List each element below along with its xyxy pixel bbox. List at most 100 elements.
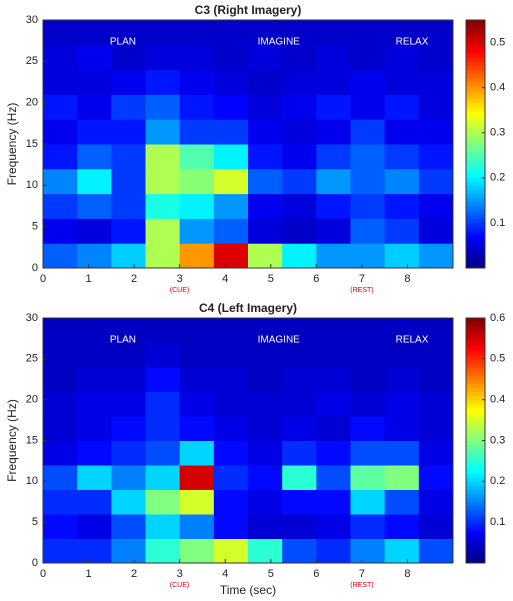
heat-cell <box>418 69 454 95</box>
y-tick-label: 30 <box>26 312 38 324</box>
colorbar-swatch <box>466 485 485 490</box>
heat-cell <box>350 440 386 466</box>
heat-cell <box>282 20 317 46</box>
heat-cell <box>111 243 146 269</box>
colorbar-frame <box>465 19 486 269</box>
heat-cell <box>43 465 78 490</box>
heat-cell <box>77 342 112 368</box>
heat-cell <box>213 193 249 219</box>
x-tick-label: 5 <box>268 273 274 285</box>
heat-cell <box>77 94 112 120</box>
heat-cell <box>248 342 283 368</box>
heat-cell <box>43 144 78 170</box>
heat-cell <box>145 514 181 539</box>
colorbar-swatch <box>466 424 485 429</box>
heat-cell <box>248 168 283 195</box>
heat-cell <box>145 440 181 466</box>
colorbar-swatch <box>466 259 485 265</box>
heat-cell <box>77 144 112 170</box>
heat-cell <box>282 465 317 490</box>
heat-cell <box>179 94 215 120</box>
colorbar-swatch <box>466 334 485 339</box>
heat-cell <box>282 367 317 392</box>
colorbar-swatch <box>466 538 485 544</box>
colorbar-swatch <box>466 444 485 450</box>
colorbar-swatch <box>466 354 485 360</box>
heat-cell <box>111 94 146 120</box>
heat-cell <box>282 218 317 244</box>
heat-cell <box>145 465 181 490</box>
colorbar-swatch <box>466 338 485 343</box>
colorbar-swatch <box>466 20 485 25</box>
heat-cell <box>350 416 386 441</box>
heat-cell <box>77 465 112 490</box>
heat-cell <box>213 218 249 244</box>
colorbar-swatch <box>466 247 485 252</box>
heat-cell <box>179 538 215 564</box>
x-tick-label: 4 <box>222 273 228 285</box>
colorbar-swatch <box>466 82 485 87</box>
heat-cell <box>77 489 112 515</box>
heat-cell <box>248 489 283 515</box>
x-tick-label: 7 <box>359 568 365 580</box>
colorbar-tick-label: 0.5 <box>490 353 505 365</box>
colorbar-swatch <box>466 358 485 364</box>
colorbar-swatch <box>466 420 485 425</box>
heat-cell <box>248 416 283 441</box>
heat-cell <box>384 168 420 195</box>
heat-cell <box>213 168 249 195</box>
colorbar-swatch <box>466 226 485 232</box>
heat-cell <box>213 94 249 120</box>
heat-cell <box>316 119 351 145</box>
x-tick-label: 3 <box>177 273 183 285</box>
colorbar-swatch <box>466 318 485 323</box>
heat-cell <box>213 20 249 46</box>
heat-cell <box>77 168 112 195</box>
heat-cell <box>111 20 146 46</box>
colorbar-swatch <box>466 148 485 153</box>
heat-cell <box>43 514 78 539</box>
heat-cell <box>145 243 181 269</box>
heat-cell <box>418 44 454 71</box>
colorbar-swatch <box>466 77 485 83</box>
heat-cell <box>213 440 249 466</box>
colorbar-swatch <box>466 448 485 454</box>
phase-label: IMAGINE <box>258 37 301 48</box>
heat-cell <box>316 168 351 195</box>
colorbar-swatch <box>466 48 485 54</box>
heat-cell <box>179 20 215 46</box>
colorbar-swatch <box>466 234 485 240</box>
y-axis-label: Frequency (Hz) <box>5 103 19 186</box>
heat-cell <box>418 538 454 564</box>
colorbar-swatch <box>466 102 485 108</box>
x-tick-label: 4 <box>222 568 228 580</box>
y-tick-label: 5 <box>32 221 38 233</box>
colorbar-swatch <box>466 346 485 352</box>
heat-cell <box>418 20 454 46</box>
colorbar-swatch <box>466 542 485 548</box>
colorbar-swatch <box>466 469 485 474</box>
x-tick-label: 1 <box>85 568 91 580</box>
colorbar-swatch <box>466 554 485 560</box>
heat-cell <box>418 318 454 343</box>
colorbar-swatch <box>466 94 485 100</box>
heat-cell <box>350 94 386 120</box>
colorbar-swatch <box>466 189 485 195</box>
heat-cell <box>384 465 420 490</box>
heat-cell <box>145 193 181 219</box>
heat-cell <box>316 20 351 46</box>
x-tick-label: 0 <box>40 568 46 580</box>
heat-cell <box>77 69 112 95</box>
phase-label: IMAGINE <box>258 335 301 346</box>
colorbar-swatch <box>466 152 485 157</box>
colorbar-swatch <box>466 24 485 29</box>
heat-cell <box>179 367 215 392</box>
x-tick-label: 0 <box>40 273 46 285</box>
colorbar-swatch <box>466 210 485 215</box>
colorbar-swatch <box>466 36 485 42</box>
phase-label: PLAN <box>110 335 136 346</box>
heat-cell <box>43 94 78 120</box>
heat-cell <box>179 391 215 417</box>
heat-cell <box>316 193 351 219</box>
